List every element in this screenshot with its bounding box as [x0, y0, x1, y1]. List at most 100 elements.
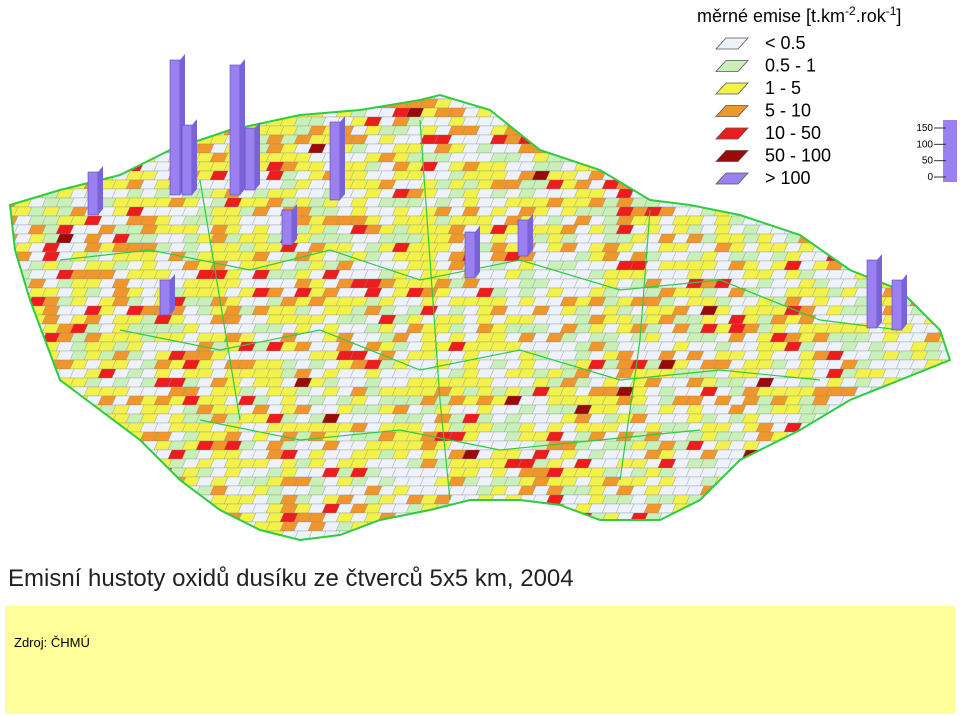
cell [559, 125, 579, 136]
cell [69, 467, 89, 478]
cell [909, 404, 929, 415]
cell [923, 458, 943, 469]
cell [909, 197, 929, 208]
cell [209, 539, 229, 540]
cell [853, 179, 873, 190]
cell [13, 134, 33, 145]
cell [153, 530, 173, 540]
cell [13, 503, 33, 514]
cell [69, 485, 89, 496]
cell [27, 458, 47, 469]
border [8, 93, 952, 542]
cell [629, 98, 649, 109]
cell [601, 539, 621, 540]
cell [685, 116, 705, 127]
cell [629, 95, 649, 100]
cell [41, 152, 61, 163]
cell [867, 143, 887, 154]
cell [265, 95, 285, 100]
cell [139, 485, 159, 496]
cell [671, 134, 691, 145]
cell [839, 485, 859, 496]
cell [923, 485, 943, 496]
cell [139, 512, 159, 523]
cell [853, 206, 873, 217]
cell [573, 116, 593, 127]
cell [881, 521, 901, 532]
cell [251, 107, 271, 118]
cell [545, 143, 565, 154]
cell [167, 494, 187, 505]
cell [685, 512, 705, 523]
cell [909, 476, 929, 487]
cell [433, 539, 453, 540]
cell [685, 161, 705, 172]
cell [685, 98, 705, 109]
cell [923, 260, 943, 271]
cell [783, 440, 803, 451]
cell [853, 467, 873, 478]
cell [587, 143, 607, 154]
cell [741, 494, 761, 505]
cell [671, 170, 691, 181]
cell [867, 170, 887, 181]
cell [839, 458, 859, 469]
cell [797, 467, 817, 478]
cell [363, 539, 383, 540]
cell [265, 107, 285, 118]
cell [167, 512, 187, 523]
cell [13, 512, 33, 523]
cell [839, 197, 859, 208]
cell [125, 494, 145, 505]
cell [503, 539, 523, 540]
cell [657, 539, 677, 540]
cell [952, 324, 960, 333]
cell [27, 359, 47, 370]
cell [125, 95, 145, 100]
cell [377, 539, 397, 540]
cell [825, 530, 845, 540]
cell [461, 521, 481, 532]
cell [545, 125, 565, 136]
cell [363, 95, 383, 100]
cell [55, 530, 75, 540]
cell [13, 125, 33, 136]
cell [839, 161, 859, 172]
cell [489, 503, 509, 514]
cell [10, 179, 19, 190]
cell [629, 152, 649, 163]
cell [559, 143, 579, 154]
cell [881, 530, 901, 540]
cell [531, 107, 551, 118]
cell [41, 377, 61, 388]
cell [601, 107, 621, 118]
cell [727, 512, 747, 523]
cell [10, 494, 19, 505]
cell [13, 494, 33, 505]
cell [937, 485, 950, 496]
cell [69, 512, 89, 523]
legend-label: 50 - 100 [765, 146, 831, 166]
cell [685, 521, 705, 532]
cell [937, 458, 950, 469]
cell [139, 476, 159, 487]
cell [839, 134, 859, 145]
cell [139, 539, 159, 540]
cell [839, 206, 859, 217]
cell [223, 530, 243, 540]
cell [895, 152, 915, 163]
cell [909, 413, 929, 424]
cell [111, 440, 131, 451]
cell [853, 530, 873, 540]
cell [952, 243, 960, 252]
cell [69, 413, 89, 424]
cell [825, 467, 845, 478]
column [169, 59, 181, 196]
cell [279, 539, 299, 540]
cell [825, 134, 845, 145]
cell [111, 494, 131, 505]
cell [853, 134, 873, 145]
cell [923, 530, 943, 540]
cell [937, 314, 950, 325]
cell [503, 95, 523, 100]
